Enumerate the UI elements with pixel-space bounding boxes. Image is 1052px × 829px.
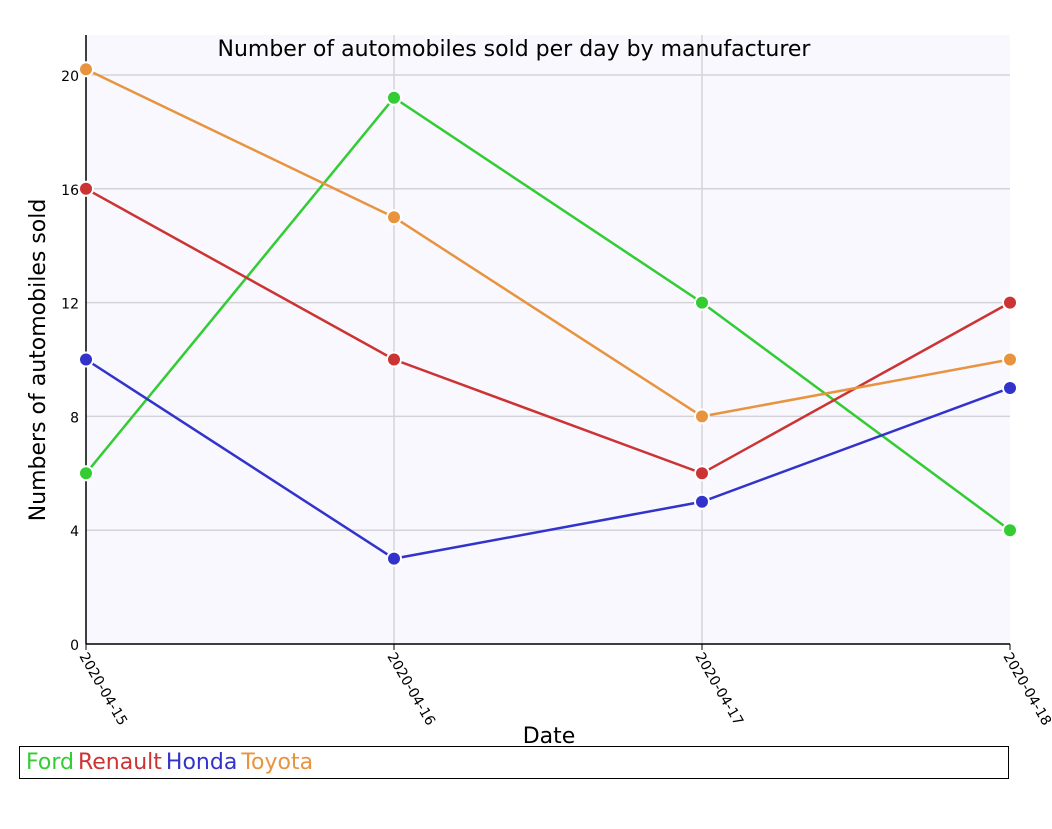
legend-item-ford: Ford <box>26 750 74 775</box>
data-point <box>1002 379 1018 396</box>
legend-item-honda: Honda <box>165 750 238 775</box>
grid-lines <box>86 35 1010 644</box>
data-point <box>386 209 402 226</box>
data-point <box>78 351 94 368</box>
series-line <box>85 358 1011 560</box>
series-line <box>85 96 1011 532</box>
series-line <box>85 68 1011 418</box>
axes <box>85 35 1011 650</box>
y-tick-label: 8 <box>70 410 79 426</box>
data-point <box>694 493 710 510</box>
data-point <box>386 89 402 106</box>
data-point <box>1002 522 1018 539</box>
data-point <box>694 294 710 311</box>
series-ford <box>78 89 1018 539</box>
data-point <box>694 465 710 482</box>
chart-title: Number of automobiles sold per day by ma… <box>218 37 812 62</box>
data-point <box>386 351 402 368</box>
data-point <box>1002 351 1018 368</box>
y-tick-label: 0 <box>70 638 79 654</box>
x-tick-label: 2020-04-17 <box>692 650 747 728</box>
legend-item-renault: Renault <box>77 750 162 775</box>
x-tick-label: 2020-04-15 <box>76 650 131 728</box>
y-tick-label: 16 <box>61 183 79 199</box>
legend-item-toyota: Toyota <box>241 750 314 775</box>
legend: Ford Renault Honda Toyota <box>19 746 1009 779</box>
series-layer <box>78 61 1018 567</box>
series-toyota <box>78 61 1018 425</box>
series-honda <box>78 351 1018 567</box>
x-axis-label: Date <box>523 724 576 749</box>
x-tick-label: 2020-04-16 <box>384 650 439 729</box>
y-axis-label: Numbers of automobiles sold <box>26 199 51 522</box>
data-point <box>78 465 94 482</box>
data-point <box>694 408 710 425</box>
data-point <box>78 61 94 78</box>
data-point <box>1002 294 1018 311</box>
y-tick-label: 12 <box>61 297 79 313</box>
data-point <box>386 550 402 567</box>
y-tick-label: 4 <box>70 524 79 540</box>
x-tick-label: 2020-04-18 <box>1000 650 1052 728</box>
data-point <box>78 180 94 197</box>
y-tick-label: 20 <box>61 69 79 85</box>
plot-background <box>86 35 1010 644</box>
